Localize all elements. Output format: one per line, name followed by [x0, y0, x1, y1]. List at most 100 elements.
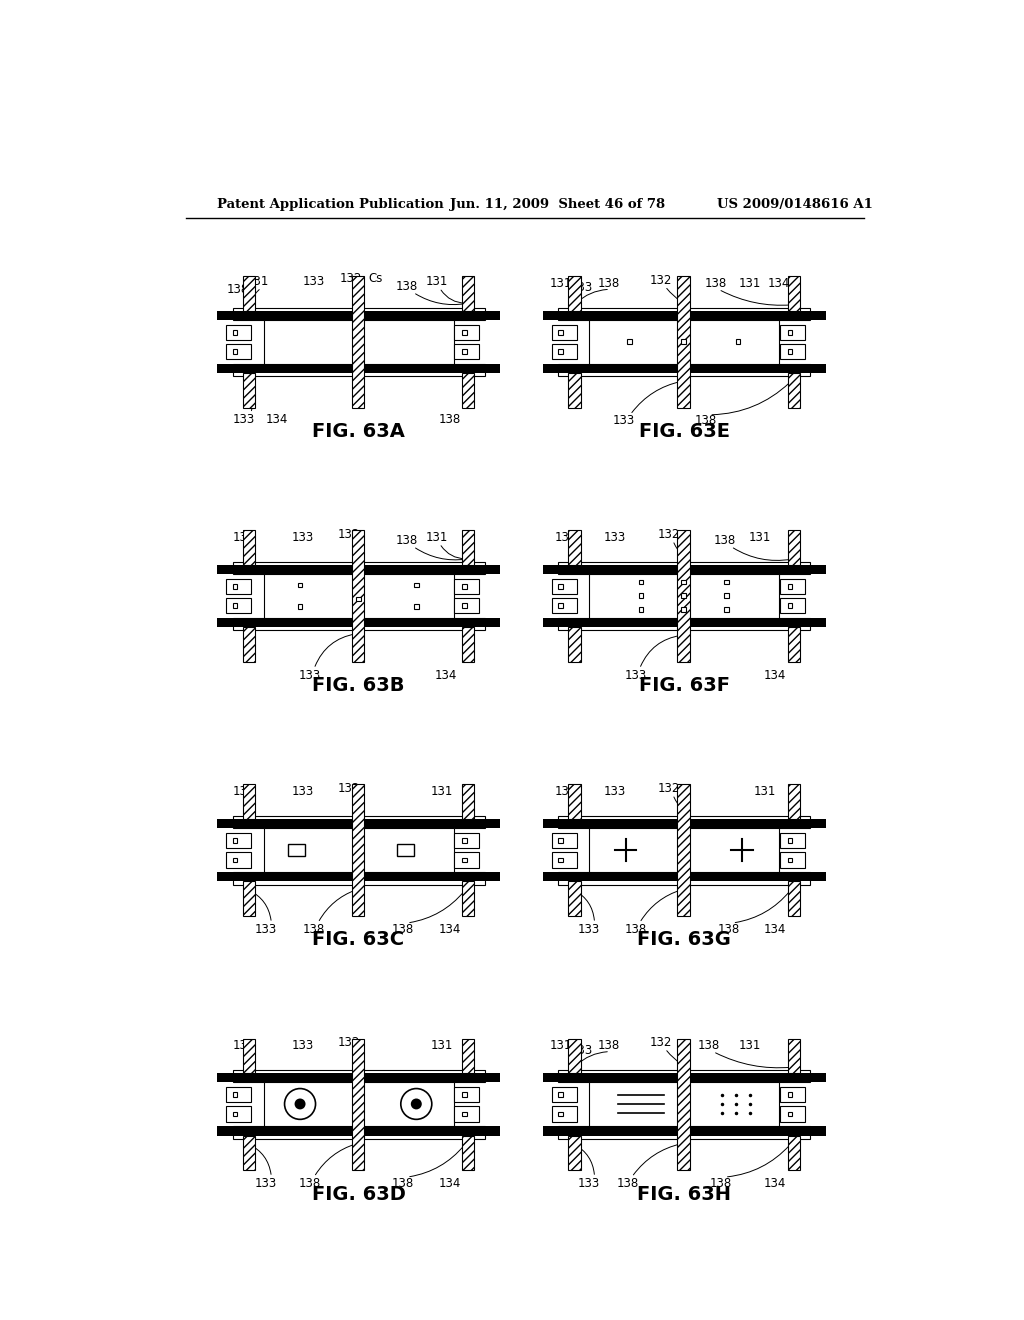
- Text: 131: 131: [549, 277, 571, 289]
- Bar: [787, 330, 793, 335]
- Bar: [724, 579, 729, 585]
- Bar: [568, 882, 581, 916]
- Bar: [568, 276, 581, 312]
- Bar: [558, 1126, 810, 1139]
- Bar: [779, 833, 805, 849]
- Bar: [462, 882, 474, 916]
- Bar: [787, 784, 800, 818]
- Circle shape: [295, 1100, 305, 1109]
- Bar: [462, 1093, 467, 1097]
- Bar: [455, 578, 479, 594]
- Bar: [414, 605, 419, 609]
- Bar: [787, 276, 800, 312]
- Circle shape: [400, 1089, 432, 1119]
- Bar: [779, 325, 805, 341]
- Text: 134: 134: [764, 923, 786, 936]
- Text: 132: 132: [650, 273, 673, 286]
- Bar: [639, 594, 643, 598]
- Bar: [298, 582, 302, 587]
- Bar: [558, 585, 563, 589]
- Bar: [558, 562, 810, 574]
- Bar: [217, 1126, 500, 1135]
- Bar: [263, 1082, 454, 1126]
- Text: 133: 133: [570, 1044, 593, 1056]
- Bar: [243, 276, 255, 312]
- Bar: [217, 312, 500, 321]
- Bar: [552, 853, 577, 867]
- Bar: [558, 308, 810, 321]
- Bar: [455, 1106, 479, 1122]
- Text: 138: 138: [396, 280, 418, 293]
- Text: 138: 138: [392, 1176, 415, 1189]
- Bar: [232, 585, 238, 589]
- Bar: [226, 853, 251, 867]
- Text: 133: 133: [291, 531, 313, 544]
- Text: FIG. 63C: FIG. 63C: [312, 931, 404, 949]
- Bar: [243, 1039, 255, 1073]
- Text: 133: 133: [625, 668, 647, 681]
- Bar: [724, 607, 729, 612]
- Bar: [263, 829, 454, 873]
- Bar: [779, 853, 805, 867]
- Bar: [232, 562, 484, 574]
- Bar: [568, 531, 581, 565]
- Bar: [568, 1135, 581, 1171]
- Bar: [226, 578, 251, 594]
- Bar: [589, 1082, 779, 1126]
- Bar: [217, 364, 500, 374]
- Bar: [455, 598, 479, 614]
- Text: 134: 134: [764, 1176, 786, 1189]
- Bar: [787, 882, 800, 916]
- Bar: [543, 364, 825, 374]
- Bar: [462, 330, 467, 335]
- Text: 131: 131: [425, 531, 447, 544]
- Text: 134: 134: [438, 1176, 461, 1189]
- Bar: [243, 531, 255, 565]
- Bar: [787, 585, 793, 589]
- Bar: [627, 339, 632, 345]
- Text: FIG. 63G: FIG. 63G: [637, 931, 731, 949]
- Bar: [397, 843, 414, 857]
- Circle shape: [285, 1089, 315, 1119]
- Bar: [462, 531, 474, 565]
- Bar: [462, 374, 474, 408]
- Bar: [558, 838, 563, 843]
- Bar: [543, 312, 825, 321]
- Bar: [681, 339, 686, 345]
- Text: 131: 131: [233, 531, 255, 544]
- Text: Patent Application Publication: Patent Application Publication: [217, 198, 443, 211]
- Bar: [226, 833, 251, 849]
- Bar: [217, 565, 500, 574]
- Bar: [226, 1106, 251, 1122]
- Bar: [552, 345, 577, 359]
- Bar: [681, 579, 686, 585]
- Bar: [558, 330, 563, 335]
- Bar: [735, 339, 740, 345]
- Text: 131: 131: [555, 785, 578, 797]
- Bar: [552, 578, 577, 594]
- Bar: [678, 531, 690, 663]
- Bar: [787, 1039, 800, 1073]
- Bar: [455, 325, 479, 341]
- Bar: [462, 838, 467, 843]
- Bar: [226, 1088, 251, 1102]
- Bar: [589, 829, 779, 873]
- Bar: [787, 838, 793, 843]
- Bar: [724, 594, 729, 598]
- Bar: [352, 784, 365, 916]
- Text: 131: 131: [233, 1039, 255, 1052]
- Bar: [589, 321, 779, 364]
- Text: FIG. 63B: FIG. 63B: [312, 676, 404, 696]
- Text: US 2009/0148616 A1: US 2009/0148616 A1: [717, 198, 872, 211]
- Bar: [356, 597, 360, 601]
- Bar: [232, 618, 484, 631]
- Bar: [455, 1088, 479, 1102]
- Text: FIG. 63F: FIG. 63F: [639, 676, 729, 696]
- Text: 131: 131: [555, 531, 578, 544]
- Bar: [462, 276, 474, 312]
- Bar: [558, 858, 563, 862]
- Bar: [558, 1071, 810, 1082]
- Bar: [779, 578, 805, 594]
- Bar: [226, 345, 251, 359]
- Bar: [462, 585, 467, 589]
